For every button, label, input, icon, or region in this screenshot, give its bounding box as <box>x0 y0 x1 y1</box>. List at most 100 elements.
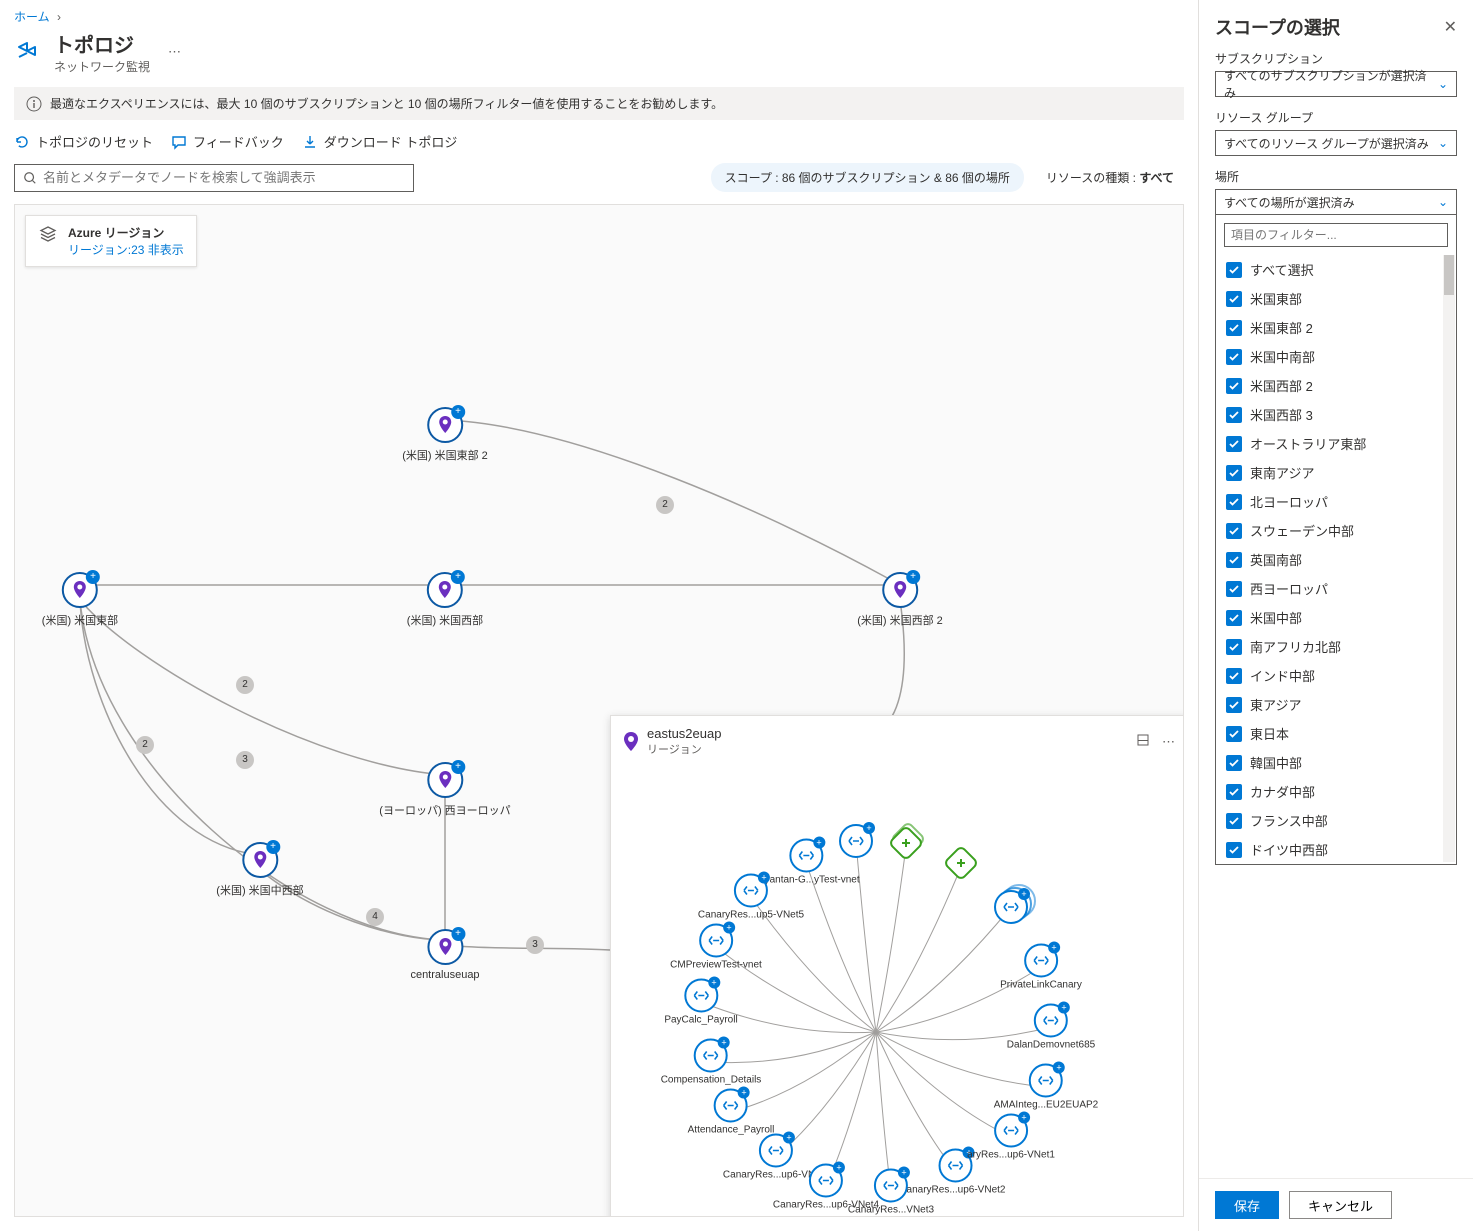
expand-icon[interactable]: + <box>451 405 465 419</box>
resource-type-filter[interactable]: リソースの種類 : すべて <box>1036 163 1184 192</box>
location-option[interactable]: 米国西部 2 <box>1216 371 1456 400</box>
region-pin[interactable]: + <box>427 407 463 443</box>
expand-icon[interactable]: + <box>906 570 920 584</box>
expand-icon[interactable]: + <box>451 760 465 774</box>
breadcrumb-home[interactable]: ホーム <box>14 10 50 24</box>
expand-icon[interactable]: + <box>783 1132 795 1144</box>
expand-icon[interactable]: + <box>451 570 465 584</box>
location-option[interactable]: スウェーデン中部 <box>1216 516 1456 545</box>
more-menu[interactable]: ⋯ <box>162 44 187 60</box>
expand-icon[interactable]: + <box>833 1162 845 1174</box>
location-option[interactable]: 東日本 <box>1216 719 1456 748</box>
location-option[interactable]: 英国南部 <box>1216 545 1456 574</box>
feedback-button[interactable]: フィードバック <box>171 132 284 151</box>
vnet-node[interactable]: + PrivateLinkCanary <box>1000 944 1082 991</box>
vnet-node[interactable]: +Attendance_Payroll <box>688 1089 775 1136</box>
expand-icon[interactable]: + <box>708 977 720 989</box>
resource-group-select[interactable]: すべてのリソース グループが選択済み ⌄ <box>1215 130 1457 156</box>
region-pin[interactable]: + <box>62 572 98 608</box>
download-button[interactable]: ダウンロード トポロジ <box>302 132 458 151</box>
location-option[interactable]: 東アジア <box>1216 690 1456 719</box>
region-pin[interactable]: + <box>427 572 463 608</box>
region-node-eastus[interactable]: + (米国) 米国東部 <box>42 572 118 628</box>
region-detail-panel[interactable]: eastus2euap リージョン ⋯ +Sayantan-G...yTest-… <box>610 715 1184 1217</box>
minimize-icon[interactable] <box>1134 731 1152 752</box>
location-option[interactable]: 南アフリカ北部 <box>1216 632 1456 661</box>
expand-icon[interactable]: + <box>1058 1002 1070 1014</box>
vnet-node[interactable]: +AMAInteg...EU2EUAP2 <box>994 1064 1099 1111</box>
vnet-node[interactable] <box>944 850 978 884</box>
detail-header: eastus2euap リージョン ⋯ <box>611 716 1184 767</box>
location-option[interactable]: 東南アジア <box>1216 458 1456 487</box>
vnet-node[interactable] <box>889 830 923 864</box>
save-button[interactable]: 保存 <box>1215 1191 1279 1219</box>
topology-canvas[interactable]: Azure リージョン リージョン:23 非表示 + (米国) 米国東部 2 +… <box>14 204 1184 1217</box>
edge-count-badge: 3 <box>236 751 254 769</box>
dropdown-scrollbar[interactable] <box>1443 255 1455 862</box>
vnet-node[interactable]: +PayCalc_Payroll <box>664 979 737 1026</box>
location-option[interactable]: インド中部 <box>1216 661 1456 690</box>
location-option[interactable]: フランス中部 <box>1216 806 1456 835</box>
checkbox-checked-icon <box>1226 320 1242 336</box>
vnet-label: PrivateLinkCanary <box>1000 980 1082 991</box>
region-node-westus2[interactable]: + (米国) 米国西部 2 <box>857 572 943 628</box>
detail-more-icon[interactable]: ⋯ <box>1160 732 1177 752</box>
search-box[interactable] <box>14 164 414 192</box>
location-option[interactable]: 北ヨーロッパ <box>1216 487 1456 516</box>
subscription-select[interactable]: すべてのサブスクリプションが選択済み ⌄ <box>1215 71 1457 97</box>
resource-group-label: リソース グループ <box>1215 109 1457 126</box>
checkbox-checked-icon <box>1226 697 1242 713</box>
expand-icon[interactable]: + <box>1048 942 1060 954</box>
region-node-ceuap[interactable]: + centraluseuap <box>410 929 479 981</box>
expand-icon[interactable]: + <box>758 872 770 884</box>
expand-icon[interactable]: + <box>451 927 465 941</box>
location-option[interactable]: 米国中部 <box>1216 603 1456 632</box>
vnet-node[interactable]: +DalanDemovnet685 <box>1007 1004 1095 1051</box>
location-dropdown: すべて選択米国東部米国東部 2米国中南部米国西部 2米国西部 3オーストラリア東… <box>1215 214 1457 865</box>
location-option[interactable]: カナダ中部 <box>1216 777 1456 806</box>
region-node-westus[interactable]: + (米国) 米国西部 <box>407 572 483 628</box>
dropdown-filter-input[interactable] <box>1224 223 1448 247</box>
location-option[interactable]: 西ヨーロッパ <box>1216 574 1456 603</box>
cancel-button[interactable]: キャンセル <box>1289 1191 1392 1219</box>
region-pin[interactable]: + <box>427 929 463 965</box>
scope-pill[interactable]: スコープ : 86 個のサブスクリプション & 86 個の場所 <box>711 163 1024 192</box>
region-pin[interactable]: + <box>882 572 918 608</box>
location-option[interactable]: 米国東部 2 <box>1216 313 1456 342</box>
search-input[interactable] <box>43 170 405 185</box>
expand-icon[interactable]: + <box>1053 1062 1065 1074</box>
expand-icon[interactable]: + <box>738 1087 750 1099</box>
region-node-westeu[interactable]: + (ヨーロッパ) 西ヨーロッパ <box>379 762 510 818</box>
vnet-node[interactable]: + <box>994 890 1028 924</box>
vnet-node[interactable]: +CanaryRes...up5-VNet5 <box>698 874 804 921</box>
location-option[interactable]: 韓国中部 <box>1216 748 1456 777</box>
expand-icon[interactable]: + <box>1018 1112 1030 1124</box>
location-option[interactable]: ドイツ中西部 <box>1216 835 1456 864</box>
location-option[interactable]: 米国中南部 <box>1216 342 1456 371</box>
location-option[interactable]: オーストラリア東部 <box>1216 429 1456 458</box>
expand-icon[interactable]: + <box>723 922 735 934</box>
location-option[interactable]: 米国西部 3 <box>1216 400 1456 429</box>
location-option[interactable]: 米国東部 <box>1216 284 1456 313</box>
region-pin[interactable]: + <box>242 842 278 878</box>
expand-icon[interactable]: + <box>718 1037 730 1049</box>
vnet-node[interactable]: +aryRes...up6-VNet1 <box>967 1114 1055 1161</box>
banner-text: 最適なエクスペリエンスには、最大 10 個のサブスクリプションと 10 個の場所… <box>50 95 723 112</box>
vnet-node[interactable]: +Compensation_Details <box>661 1039 762 1086</box>
region-node-wcus[interactable]: + (米国) 米国中西部 <box>216 842 303 898</box>
reset-topology-button[interactable]: トポロジのリセット <box>14 132 153 151</box>
vnet-node[interactable]: +CMPreviewTest-vnet <box>670 924 762 971</box>
expand-icon[interactable]: + <box>266 840 280 854</box>
location-select[interactable]: すべての場所が選択済み ⌄ <box>1215 189 1457 215</box>
expand-icon[interactable]: + <box>86 570 100 584</box>
region-pin[interactable]: + <box>427 762 463 798</box>
close-icon[interactable]: ✕ <box>1444 17 1457 37</box>
select-all-item[interactable]: すべて選択 <box>1216 255 1456 284</box>
vnet-icon: + <box>684 979 718 1013</box>
expand-icon[interactable]: + <box>813 837 825 849</box>
vnet-node[interactable]: + <box>839 824 873 860</box>
region-node-eastus2[interactable]: + (米国) 米国東部 2 <box>402 407 488 463</box>
checkbox-checked-icon <box>1226 494 1242 510</box>
expand-icon[interactable]: + <box>863 822 875 834</box>
checkbox-checked-icon <box>1226 523 1242 539</box>
